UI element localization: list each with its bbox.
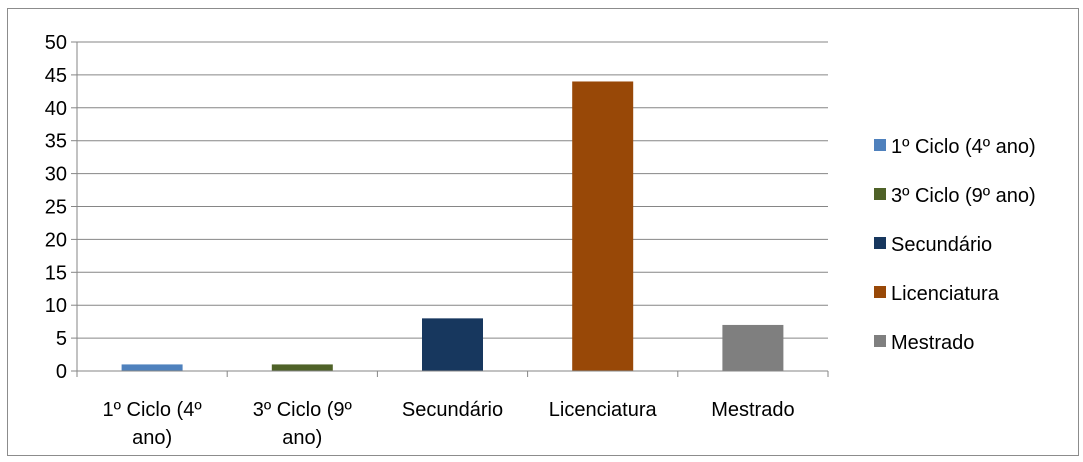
- chart-frame: [7, 8, 1079, 456]
- x-tick-label: 3º Ciclo (9º: [253, 399, 353, 421]
- legend-swatch: [874, 188, 886, 200]
- y-axis: 0 5 10 15 20 25 30 35 40 45 50: [45, 32, 78, 383]
- y-tick-label: 35: [45, 131, 67, 153]
- x-tick-label: Mestrado: [711, 399, 794, 421]
- legend-swatch: [874, 286, 886, 298]
- gridlines: [77, 41, 828, 339]
- legend-label: Mestrado: [891, 332, 974, 354]
- x-axis: 1º Ciclo (4º ano) 3º Ciclo (9º ano) Secundár…: [76, 370, 829, 449]
- y-tick-label: 5: [56, 328, 67, 350]
- bar: [422, 318, 483, 371]
- bar: [271, 364, 333, 371]
- x-tick-label: Licenciatura: [549, 399, 658, 421]
- legend-swatch: [874, 237, 886, 249]
- y-tick-label: 45: [45, 65, 67, 87]
- y-tick-label: 40: [45, 98, 67, 120]
- y-tick-label: 30: [45, 164, 67, 186]
- legend-label: 1º Ciclo (4º ano): [891, 136, 1036, 158]
- x-tick-label: 1º Ciclo (4º: [103, 399, 203, 421]
- legend-label: 3º Ciclo (9º ano): [891, 185, 1036, 207]
- x-tick-label: ano): [132, 427, 172, 449]
- y-tick-label: 0: [56, 361, 67, 383]
- y-tick-label: 15: [45, 262, 67, 284]
- bars: [121, 81, 784, 371]
- bar: [121, 364, 183, 371]
- legend-label: Secundário: [891, 234, 992, 256]
- y-tick-label: 50: [45, 32, 67, 54]
- bar: [572, 81, 634, 371]
- legend: 1º Ciclo (4º ano) 3º Ciclo (9º ano) Secund…: [874, 136, 1036, 354]
- y-tick-label: 20: [45, 229, 67, 251]
- y-tick-label: 10: [45, 295, 67, 317]
- x-tick-label: ano): [282, 427, 322, 449]
- legend-swatch: [874, 335, 886, 347]
- y-tick-label: 25: [45, 197, 67, 219]
- legend-swatch: [874, 139, 886, 151]
- bar: [722, 324, 784, 371]
- legend-label: Licenciatura: [891, 283, 1000, 305]
- x-tick-label: Secundário: [402, 399, 503, 421]
